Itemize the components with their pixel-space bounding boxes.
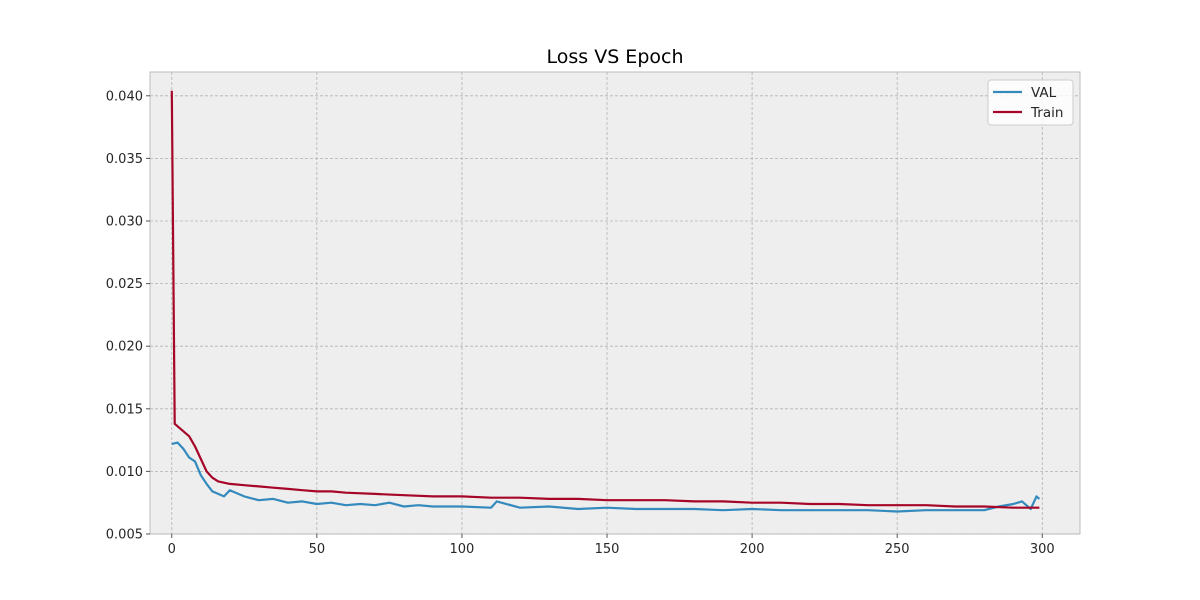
legend-label: Train [1030,105,1063,121]
x-axis: 0 50 100 150 200 250 300 [168,534,1055,557]
x-tick-label: 0 [168,542,176,557]
y-tick-label: 0.025 [106,277,143,292]
legend-label: VAL [1031,85,1057,101]
y-tick-label: 0.035 [106,152,143,167]
chart-title: Loss VS Epoch [547,46,684,68]
series-line-val [171,441,1041,513]
y-axis: 0.005 0.010 0.015 0.020 0.025 0.030 0.035 0.040 [106,89,150,543]
y-tick-label: 0.015 [106,402,143,417]
grid-lines [150,72,1080,535]
plot-area [149,71,1081,535]
x-tick-label: 200 [740,542,765,557]
legend: VAL Train [987,79,1074,126]
x-tick-label: 100 [450,542,475,557]
x-tick-label: 250 [885,542,910,557]
x-tick-label: 50 [309,542,326,557]
y-tick-label: 0.020 [106,340,143,355]
series-line-train [170,90,1040,509]
x-tick-label: 300 [1030,542,1055,557]
y-tick-label: 0.005 [106,528,143,543]
y-tick-label: 0.010 [106,465,143,480]
y-tick-label: 0.030 [106,214,143,229]
y-tick-label: 0.040 [106,89,143,104]
series-lines [170,90,1041,513]
x-tick-label: 150 [595,542,620,557]
